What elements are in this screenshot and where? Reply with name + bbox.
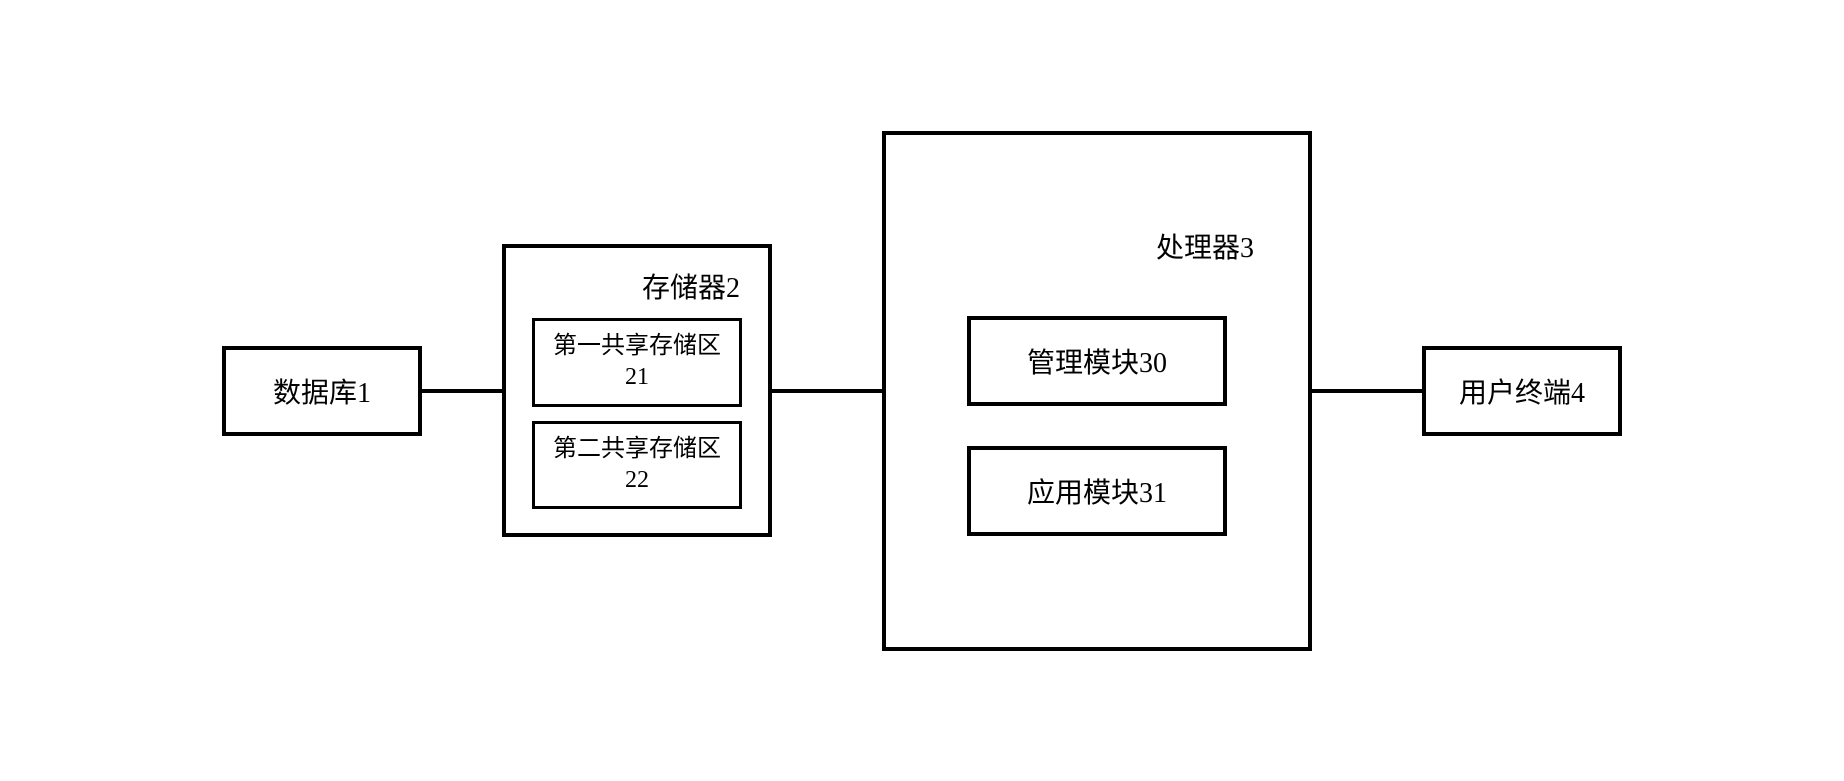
- application-module: 应用模块31: [967, 446, 1227, 536]
- connector-db-storage: [422, 389, 502, 393]
- system-diagram: 数据库1 存储器2 第一共享存储区21 第二共享存储区22 处理器3 管理模块3…: [222, 131, 1622, 651]
- connector-storage-processor: [772, 389, 882, 393]
- storage-region-2: 第二共享存储区22: [532, 421, 742, 509]
- processor-node: 处理器3 管理模块30 应用模块31: [882, 131, 1312, 651]
- terminal-label: 用户终端4: [1459, 371, 1585, 411]
- storage-region-2-label: 第二共享存储区22: [553, 436, 721, 493]
- storage-title: 存储器2: [642, 266, 744, 306]
- connector-processor-terminal: [1312, 389, 1422, 393]
- storage-region-1: 第一共享存储区21: [532, 318, 742, 406]
- management-module-label: 管理模块30: [1027, 341, 1167, 381]
- processor-title: 处理器3: [1156, 226, 1258, 266]
- management-module: 管理模块30: [967, 316, 1227, 406]
- terminal-node: 用户终端4: [1422, 346, 1622, 436]
- application-module-label: 应用模块31: [1027, 471, 1167, 511]
- storage-node: 存储器2 第一共享存储区21 第二共享存储区22: [502, 244, 772, 537]
- database-label: 数据库1: [273, 371, 371, 411]
- storage-region-1-label: 第一共享存储区21: [553, 333, 721, 390]
- database-node: 数据库1: [222, 346, 422, 436]
